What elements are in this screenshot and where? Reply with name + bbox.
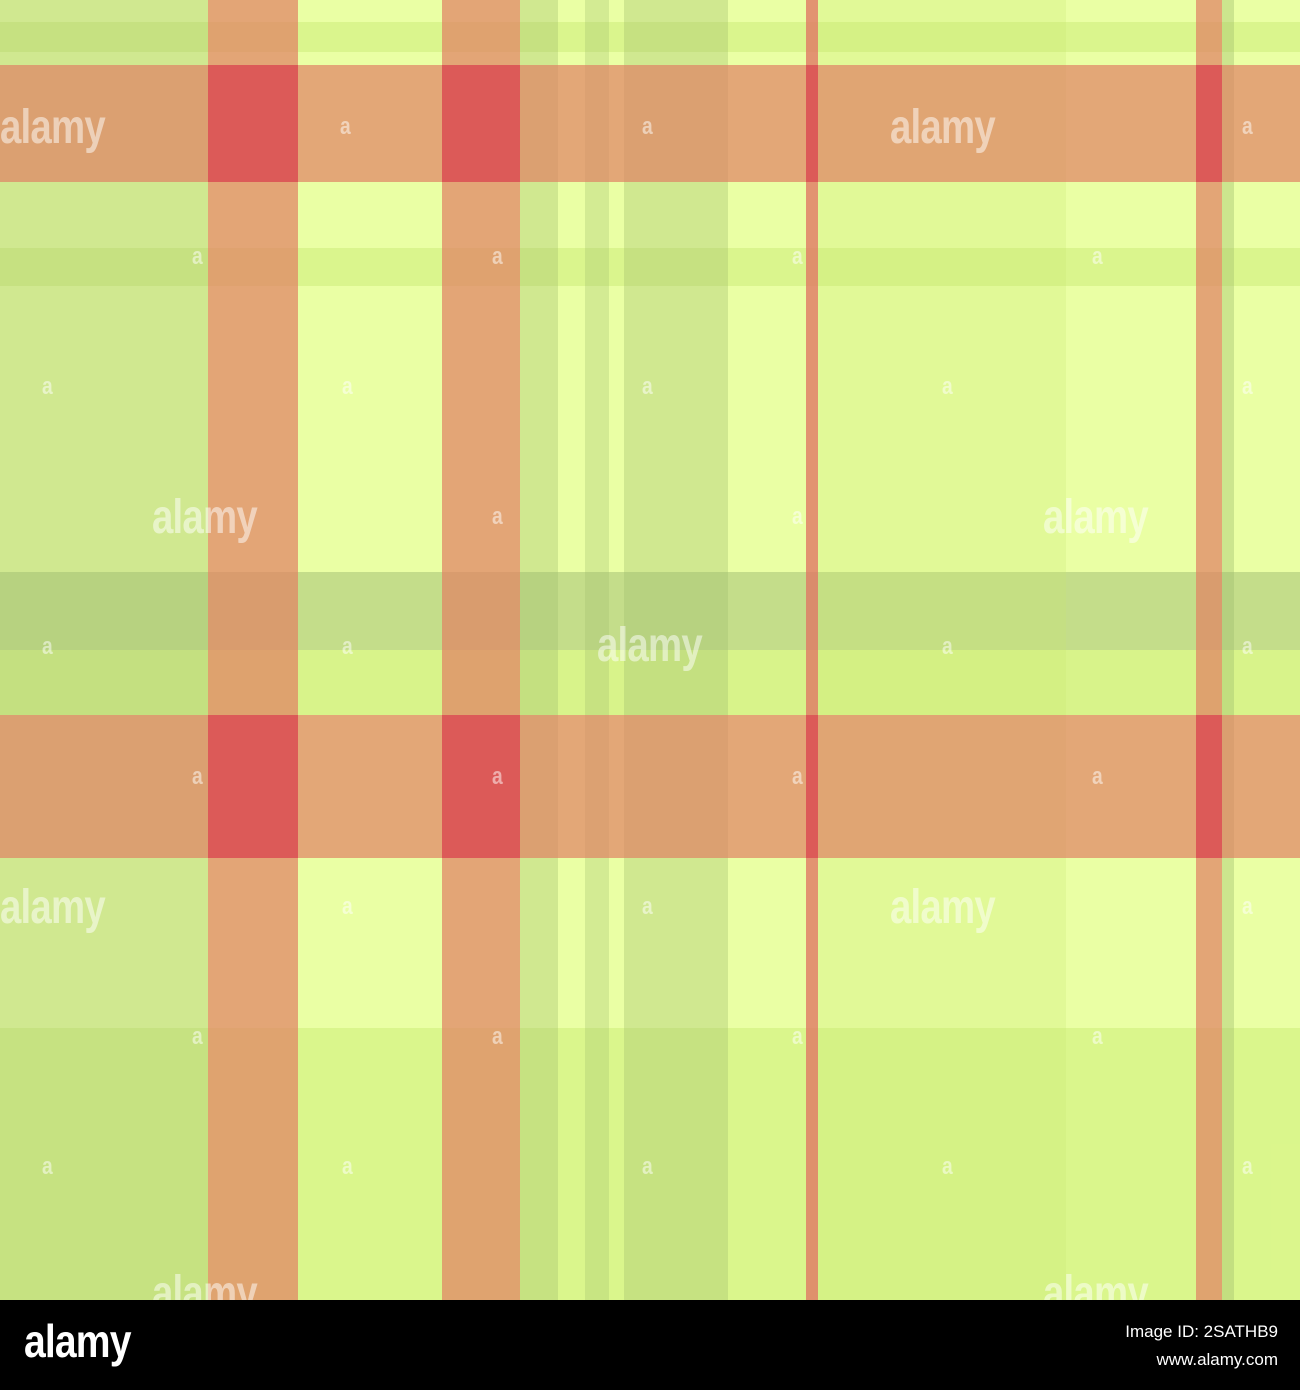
watermark-letter: a bbox=[42, 633, 53, 660]
watermark-letter: a bbox=[642, 113, 653, 140]
alamy-logo[interactable]: alamy bbox=[24, 1315, 131, 1367]
red-intersection bbox=[208, 65, 298, 182]
green-vertical-band bbox=[585, 0, 609, 1300]
green-vertical-band bbox=[818, 0, 1066, 1300]
watermark-text: alamy bbox=[597, 619, 703, 672]
watermark-letter: a bbox=[792, 243, 803, 270]
watermark-letter: a bbox=[1092, 763, 1103, 790]
watermark-text: alamy bbox=[152, 491, 258, 544]
watermark-letter: a bbox=[192, 1023, 203, 1050]
watermark-letter: a bbox=[1242, 893, 1253, 920]
green-vertical-band bbox=[0, 0, 208, 1300]
watermark-letter: a bbox=[342, 633, 353, 660]
watermark-text: alamy bbox=[152, 1267, 258, 1300]
watermark-letter: a bbox=[492, 763, 503, 790]
watermark-letter: a bbox=[942, 633, 953, 660]
watermark-letter: a bbox=[642, 1153, 653, 1180]
stock-footer-bar: alamy Image ID: 2SATHB9 www.alamy.com bbox=[0, 1300, 1300, 1390]
watermark-text: alamy bbox=[0, 101, 106, 154]
watermark-letter: a bbox=[792, 503, 803, 530]
watermark-letter: a bbox=[492, 503, 503, 530]
watermark-letter: a bbox=[42, 1153, 53, 1180]
watermark-letter: a bbox=[642, 893, 653, 920]
watermark-letter: a bbox=[342, 1153, 353, 1180]
salmon-vertical-stripe bbox=[806, 0, 818, 1300]
watermark-letter: a bbox=[492, 243, 503, 270]
watermark-letter: a bbox=[942, 1153, 953, 1180]
red-intersection bbox=[208, 715, 298, 858]
salmon-vertical-stripe bbox=[208, 0, 298, 1300]
watermark-letter: a bbox=[792, 1023, 803, 1050]
watermark-letter: a bbox=[192, 243, 203, 270]
watermark-letter: a bbox=[642, 373, 653, 400]
green-vertical-band bbox=[520, 0, 558, 1300]
watermark-letter: a bbox=[342, 373, 353, 400]
watermark-letter: a bbox=[1242, 113, 1253, 140]
watermark-letter: a bbox=[1242, 1153, 1253, 1180]
watermark-text: alamy bbox=[890, 101, 996, 154]
site-url[interactable]: www.alamy.com bbox=[1156, 1350, 1278, 1369]
watermark-letter: a bbox=[1242, 633, 1253, 660]
green-vertical-band bbox=[1222, 0, 1234, 1300]
red-intersection bbox=[806, 65, 818, 182]
red-intersection bbox=[806, 715, 818, 858]
salmon-vertical-stripe bbox=[1196, 0, 1222, 1300]
watermark-letter: a bbox=[340, 113, 351, 140]
watermark-text: alamy bbox=[890, 881, 996, 934]
watermark-letter: a bbox=[792, 763, 803, 790]
watermark-letter: a bbox=[1092, 243, 1103, 270]
watermark-text: alamy bbox=[1043, 491, 1149, 544]
watermark-letter: a bbox=[1092, 1023, 1103, 1050]
salmon-vertical-stripe bbox=[442, 0, 520, 1300]
watermark-letter: a bbox=[1242, 373, 1253, 400]
watermark-letter: a bbox=[492, 1023, 503, 1050]
red-intersection bbox=[442, 715, 520, 858]
watermark-letter: a bbox=[42, 373, 53, 400]
watermark-letter: a bbox=[192, 763, 203, 790]
watermark-letter: a bbox=[942, 373, 953, 400]
red-intersection bbox=[1196, 715, 1222, 858]
watermark-text: alamy bbox=[1043, 1267, 1149, 1300]
watermark-letter: a bbox=[342, 893, 353, 920]
image-id-label: Image ID: 2SATHB9 bbox=[1125, 1322, 1278, 1341]
green-vertical-band bbox=[624, 0, 728, 1300]
red-intersection bbox=[1196, 65, 1222, 182]
red-intersection bbox=[442, 65, 520, 182]
plaid-pattern: alamy alamy alamy alamy alamy alamy alam… bbox=[0, 0, 1300, 1300]
watermark-text: alamy bbox=[0, 881, 106, 934]
